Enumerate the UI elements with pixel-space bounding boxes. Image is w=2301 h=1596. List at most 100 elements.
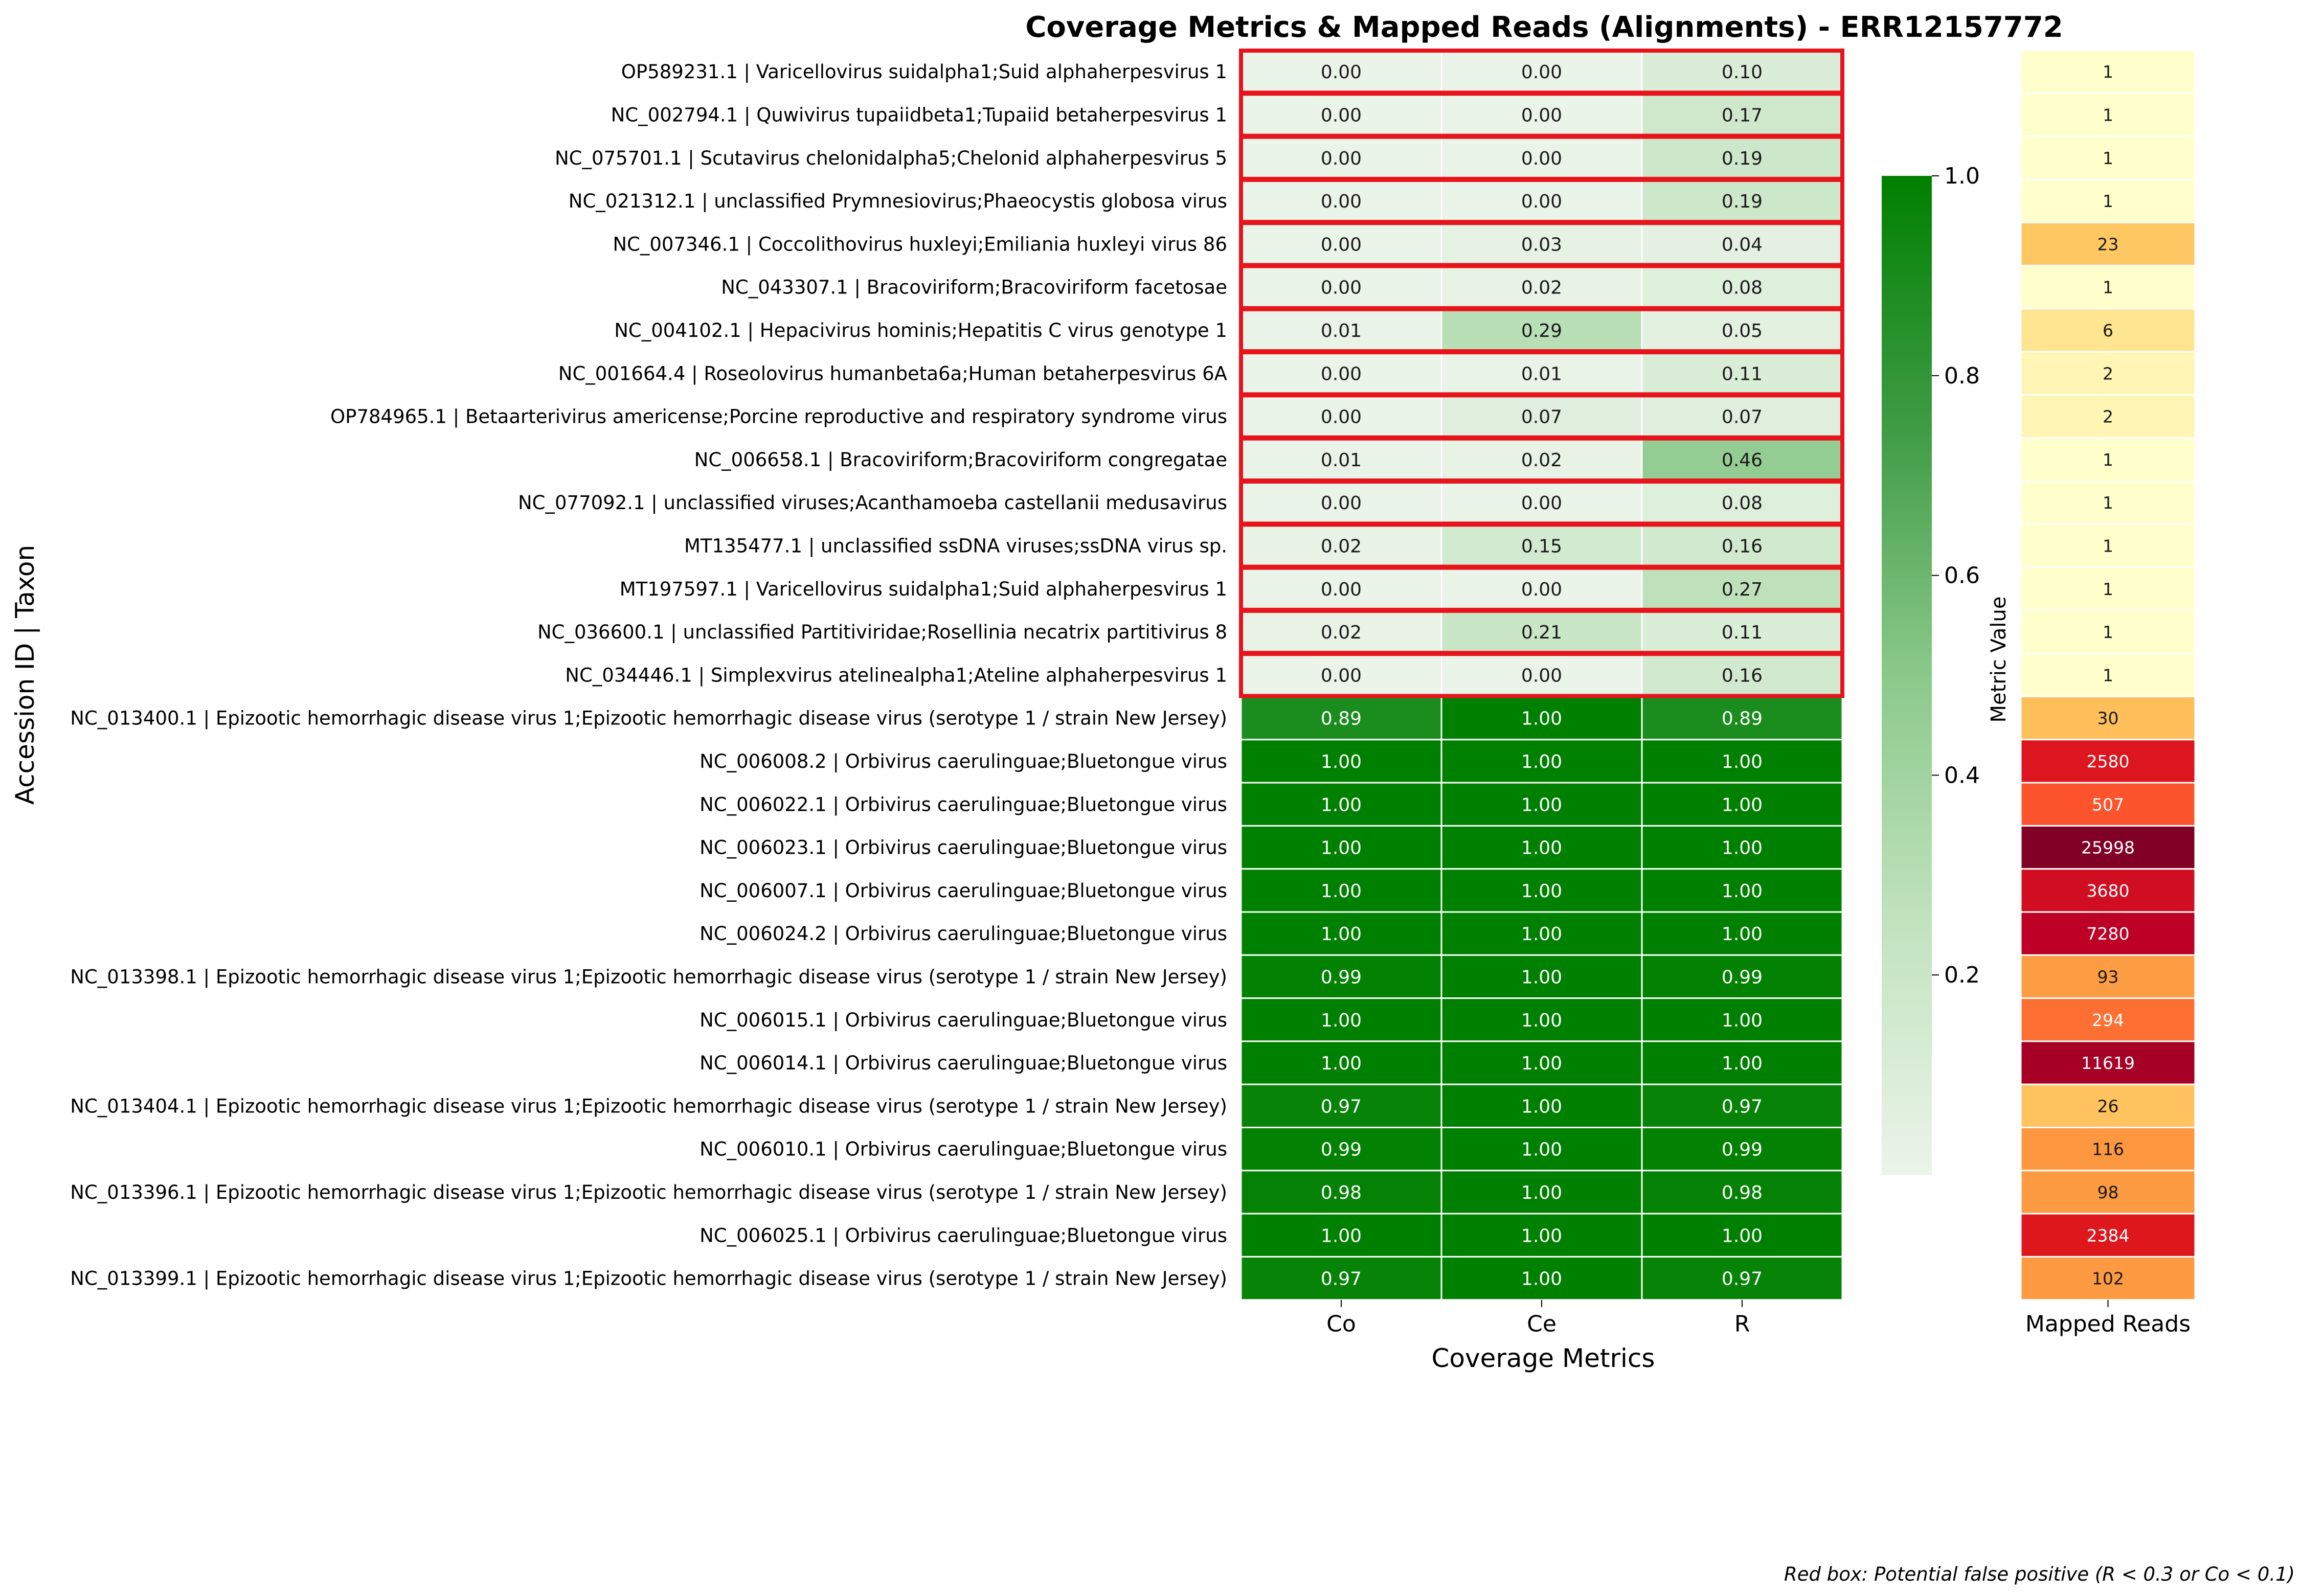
metric-value-label: 0.97	[1321, 1096, 1362, 1117]
metric-value-label: 1.00	[1722, 794, 1763, 815]
row-label: NC_006022.1 | Orbivirus caerulinguae;Blu…	[700, 793, 1227, 815]
metric-value-label: 1.00	[1321, 1053, 1362, 1074]
metric-value-label: 0.07	[1722, 407, 1763, 428]
metric-cell	[1641, 1256, 1843, 1301]
metric-cell	[1440, 1127, 1643, 1172]
metric-cell	[1440, 135, 1643, 180]
metric-cell	[1641, 92, 1843, 138]
metric-value-label: 1.00	[1521, 794, 1562, 815]
metric-value-label: 0.17	[1722, 105, 1763, 126]
metric-cell	[1240, 437, 1442, 482]
metric-value-label: 0.15	[1521, 536, 1562, 557]
metric-cell	[1440, 868, 1643, 913]
metric-cell	[1641, 739, 1843, 784]
reads-value-label: 2384	[2087, 1225, 2130, 1245]
x-tick-label: Ce	[1527, 1311, 1556, 1337]
metric-value-label: 0.05	[1722, 321, 1763, 341]
metric-value-label: 0.00	[1321, 407, 1362, 428]
metric-cell	[1440, 265, 1643, 310]
row-label: NC_006008.2 | Orbivirus caeruling­uae;Bl…	[700, 750, 1227, 772]
metric-value-label: 0.00	[1321, 363, 1362, 384]
x-tick-label: R	[1734, 1311, 1750, 1337]
reads-cell	[2020, 221, 2196, 267]
metric-value-label: 1.00	[1722, 838, 1763, 859]
x-axis-label: Coverage Metrics	[1432, 1343, 1655, 1373]
metric-value-label: 1.00	[1521, 1269, 1562, 1290]
metric-value-label: 0.89	[1722, 709, 1763, 729]
row-label: NC_006007.1 | Orbivirus caerulinguae;Blu…	[700, 880, 1227, 902]
metric-cell	[1240, 308, 1442, 353]
metric-cell	[1440, 1213, 1643, 1258]
metric-cell	[1641, 696, 1843, 741]
metric-value-label: 0.03	[1521, 234, 1562, 255]
reads-cell	[2020, 265, 2196, 310]
reads-value-label: 1	[2103, 62, 2113, 82]
metric-value-label: 0.08	[1722, 278, 1763, 299]
reads-value-label: 1	[2103, 278, 2113, 298]
metric-cell	[1240, 739, 1442, 784]
row-label: NC_036600.1 | unclassified Partitivirida…	[537, 621, 1227, 643]
row-label: NC_001664.4 | Roseolovirus humanbeta6a;H…	[558, 362, 1227, 384]
metric-cell	[1440, 782, 1643, 827]
reads-cell	[2020, 1127, 2196, 1172]
reads-value-label: 116	[2092, 1139, 2124, 1159]
reads-value-label: 25998	[2081, 838, 2135, 858]
reads-cell	[2020, 437, 2196, 482]
metric-value-label: 0.99	[1321, 1139, 1362, 1160]
metric-value-label: 1.00	[1321, 794, 1362, 815]
metric-cell	[1641, 954, 1843, 999]
metric-value-label: 1.00	[1521, 709, 1562, 729]
row-label: NC_006014.1 | Orbivirus caerulinguae;Blu…	[700, 1052, 1227, 1074]
metric-value-label: 1.00	[1521, 751, 1562, 772]
metric-cell	[1641, 609, 1843, 654]
metric-cell	[1641, 523, 1843, 568]
reads-value-label: 23	[2097, 234, 2119, 254]
reads-value-label: 98	[2097, 1182, 2119, 1202]
metric-value-label: 0.08	[1722, 493, 1763, 514]
metric-value-label: 0.00	[1521, 62, 1562, 83]
metric-value-label: 0.00	[1321, 234, 1362, 255]
metric-value-label: 0.19	[1722, 191, 1763, 212]
row-label: NC_034446.1 | Simplexvirus atelinealpha1…	[565, 664, 1227, 686]
metric-value-label: 0.00	[1321, 278, 1362, 299]
colorbar-gradient	[1882, 176, 1932, 1175]
metric-value-label: 1.00	[1722, 924, 1763, 945]
metric-cell	[1240, 1170, 1442, 1215]
colorbar-tick-label: 1.0	[1944, 163, 1980, 189]
metric-value-label: 0.00	[1321, 62, 1362, 83]
reads-cell	[2020, 351, 2196, 396]
reads-cell	[2020, 394, 2196, 439]
metric-cell	[1641, 997, 1843, 1042]
metric-value-label: 0.46	[1722, 450, 1763, 471]
metric-value-label: 1.00	[1321, 881, 1362, 902]
reads-value-label: 1	[2103, 191, 2113, 211]
reads-cell	[2020, 997, 2196, 1042]
metric-value-label: 0.01	[1321, 321, 1362, 341]
metric-value-label: 1.00	[1321, 838, 1362, 859]
metric-heatmap: 0.00 0.00 0.10 0.00 0.00 0.17 0.00 0.00 0.19 0.00…	[1240, 49, 1843, 1301]
metric-cell	[1440, 437, 1643, 482]
metric-value-label: 1.00	[1722, 751, 1763, 772]
metric-cell	[1240, 1213, 1442, 1258]
metric-value-label: 0.00	[1321, 191, 1362, 212]
metric-cell	[1440, 997, 1643, 1042]
metric-value-label: 0.00	[1521, 493, 1562, 514]
row-label: NC_043307.1 | Bracoviriform;Bracovirifor…	[721, 277, 1227, 299]
metric-value-label: 0.00	[1321, 148, 1362, 169]
metric-value-label: 0.89	[1321, 709, 1362, 729]
row-label: OP589231.1 | Varicellovirus suidalpha1;S…	[621, 61, 1227, 83]
metric-cell	[1240, 178, 1442, 223]
metric-value-label: 0.01	[1321, 450, 1362, 471]
metric-cell	[1240, 1256, 1442, 1301]
metric-value-label: 0.97	[1722, 1096, 1763, 1117]
row-label: NC_006025.1 | Orbivirus caerulinguae;Blu…	[700, 1224, 1227, 1246]
reads-value-label: 1	[2103, 536, 2113, 556]
metric-cell	[1440, 739, 1643, 784]
row-label: NC_013398.1 | Epizootic hemorrhagic dise…	[70, 966, 1227, 988]
reads-value-label: 1	[2103, 579, 2113, 599]
metric-cell	[1641, 1083, 1843, 1128]
row-label: NC_006023.1 | Orbivirus caerulinguae;Blu…	[700, 837, 1227, 859]
row-label: NC_004102.1 | Hepacivirus hominis;Hepati…	[614, 320, 1227, 341]
row-label: NC_002794.1 | Quwivirus tupaiidbeta1;Tup…	[611, 104, 1227, 126]
